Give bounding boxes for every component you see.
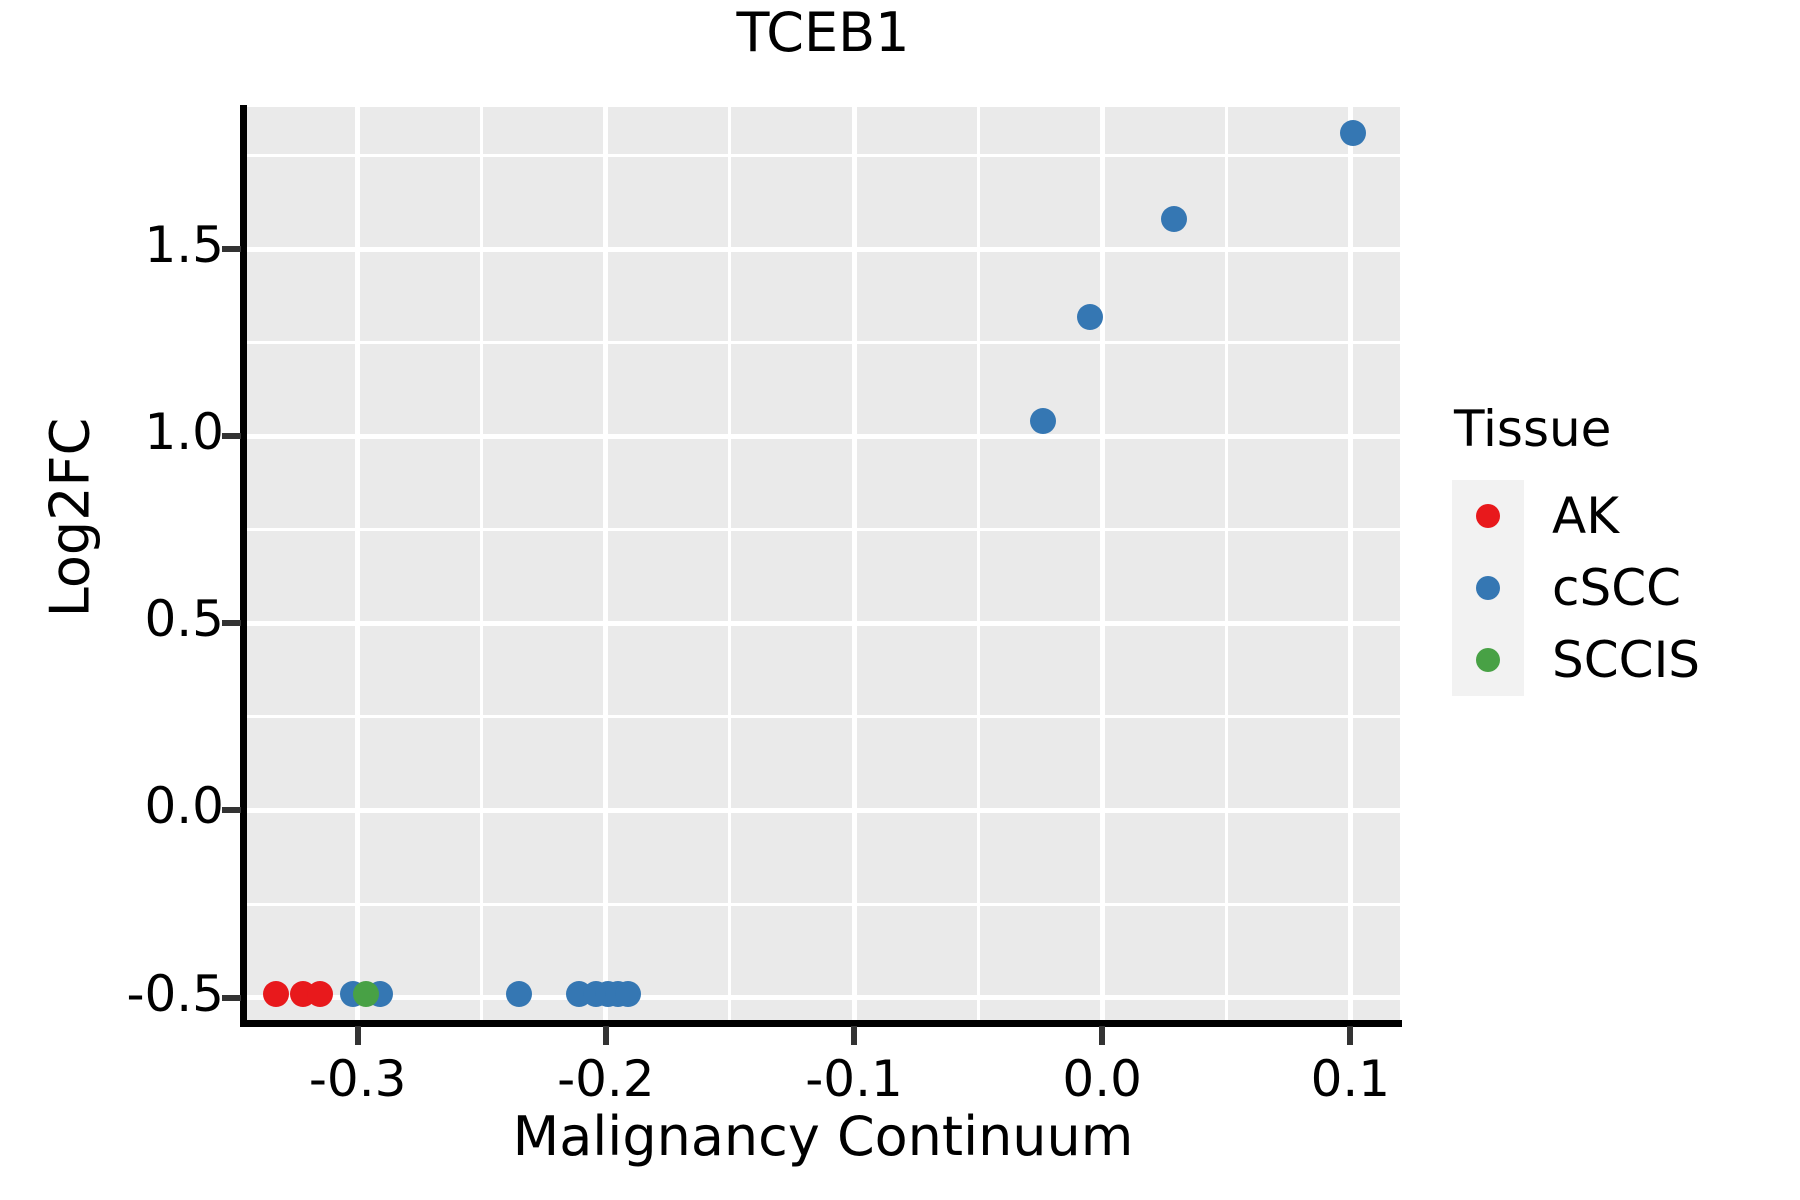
y-tick-label: 0.5 [144, 590, 224, 649]
gridline-horizontal [246, 620, 1400, 626]
data-point [262, 980, 289, 1007]
x-tick-mark [1347, 1026, 1354, 1045]
gridline-vertical [480, 107, 484, 1020]
legend-item-label: SCCIS [1552, 631, 1701, 689]
y-tick-label: -0.5 [126, 964, 224, 1023]
x-tick-label: -0.2 [557, 1050, 655, 1108]
legend-item-label: cSCC [1552, 559, 1682, 617]
legend-dot-icon [1476, 576, 1500, 600]
legend-key-swatch [1452, 624, 1524, 696]
legend-key-swatch [1452, 480, 1524, 552]
data-point [1161, 206, 1188, 233]
legend-item-cscc[interactable]: cSCC [1452, 552, 1782, 624]
chart-title: TCEB1 [736, 1, 910, 64]
data-point [1076, 303, 1103, 330]
x-tick-label: 0.0 [1062, 1050, 1142, 1108]
y-tick-mark [222, 994, 241, 1001]
x-tick-mark [851, 1026, 858, 1045]
gridline-horizontal [246, 995, 1400, 1001]
x-tick-mark [1099, 1026, 1106, 1045]
x-axis-line [240, 1020, 1402, 1027]
y-tick-mark [222, 433, 241, 440]
gridline-vertical [1347, 107, 1353, 1020]
x-tick-label: 0.1 [1310, 1050, 1391, 1108]
gridline-vertical [355, 107, 361, 1020]
y-axis-title: Log2FC [38, 417, 102, 618]
y-tick-label: 1.5 [144, 216, 224, 275]
gridline-horizontal [246, 154, 1400, 158]
legend-items: AK cSCC SCCIS [1452, 480, 1782, 696]
gridline-horizontal [246, 433, 1400, 439]
legend-dot-icon [1476, 504, 1500, 528]
gridline-vertical [1224, 107, 1228, 1020]
x-tick-label: -0.3 [308, 1050, 407, 1108]
gridline-horizontal [246, 341, 1400, 345]
data-point [353, 980, 380, 1007]
gridline-vertical [603, 107, 609, 1020]
gridline-horizontal [246, 715, 1400, 719]
gridline-horizontal [246, 902, 1400, 906]
data-point [1339, 120, 1366, 147]
y-tick-label: 1.0 [144, 403, 224, 462]
y-axis-line [240, 105, 247, 1022]
gridline-vertical [976, 107, 980, 1020]
gridline-vertical [851, 107, 857, 1020]
legend-key-swatch [1452, 552, 1524, 624]
data-point [307, 980, 334, 1007]
x-tick-mark [354, 1026, 361, 1045]
gridline-horizontal [246, 246, 1400, 252]
data-point [615, 980, 642, 1007]
x-tick-label: -0.1 [805, 1050, 903, 1108]
y-tick-label: 0.0 [144, 777, 224, 836]
plot-panel [246, 107, 1400, 1020]
y-tick-mark [222, 807, 241, 814]
legend-dot-icon [1476, 648, 1500, 672]
y-tick-mark [222, 620, 241, 627]
data-point [505, 980, 532, 1007]
legend-title: Tissue [1454, 400, 1612, 458]
gridline-horizontal [246, 807, 1400, 813]
legend-item-ak[interactable]: AK [1452, 480, 1782, 552]
legend: Tissue AK cSCC SCCIS [1452, 400, 1782, 696]
x-axis-title: Malignancy Continuum [512, 1105, 1134, 1168]
y-tick-mark [222, 246, 241, 253]
x-tick-mark [602, 1026, 609, 1045]
gridline-vertical [1099, 107, 1105, 1020]
data-point [1029, 408, 1056, 435]
gridline-horizontal [246, 528, 1400, 532]
gridline-vertical [728, 107, 732, 1020]
legend-item-label: AK [1552, 487, 1619, 545]
legend-item-sccis[interactable]: SCCIS [1452, 624, 1782, 696]
